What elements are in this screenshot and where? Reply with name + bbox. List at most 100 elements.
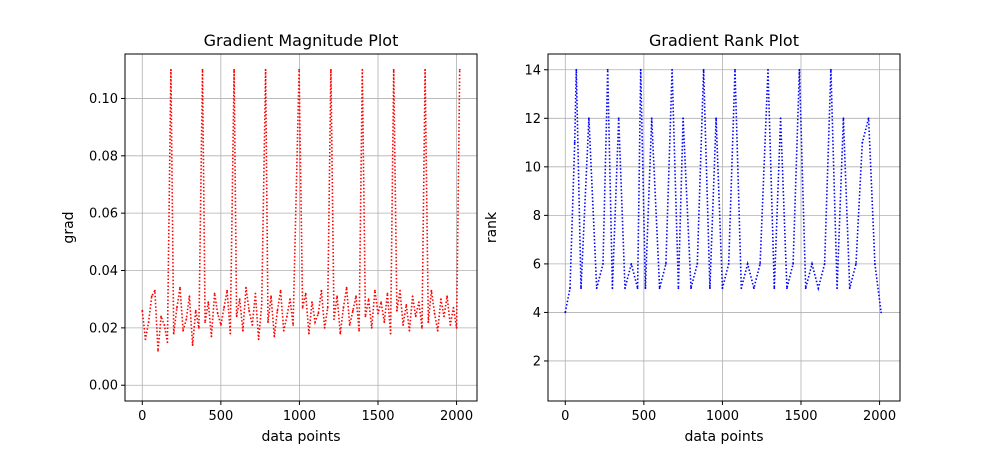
- data-point: [411, 295, 414, 298]
- data-point: [405, 304, 408, 306]
- data-point: [213, 292, 216, 295]
- data-point: [817, 287, 820, 290]
- data-point: [242, 329, 244, 332]
- data-point: [436, 329, 439, 332]
- y-tick-label: 0.06: [89, 207, 118, 222]
- x-tick-label: 0: [561, 409, 569, 424]
- data-point: [345, 286, 348, 289]
- data-point: [235, 315, 238, 318]
- data-point: [216, 312, 219, 315]
- data-point: [374, 289, 376, 292]
- data-point: [617, 117, 620, 120]
- data-point: [402, 324, 404, 326]
- data-point: [588, 117, 590, 120]
- data-point: [154, 289, 156, 292]
- x-tick-label: 2000: [863, 409, 896, 424]
- y-tick-label: 4: [533, 306, 541, 321]
- data-point: [220, 324, 222, 326]
- data-point: [690, 287, 692, 290]
- y-tick-label: 8: [533, 209, 541, 224]
- data-point: [157, 349, 159, 352]
- data-point: [671, 68, 673, 71]
- y-tick-label: 6: [533, 257, 541, 272]
- data-point: [399, 289, 401, 292]
- data-point: [443, 315, 445, 318]
- data-point: [260, 304, 263, 306]
- data-point: [207, 301, 210, 303]
- data-point: [773, 287, 776, 290]
- data-point: [636, 287, 639, 290]
- y-tick-label: 10: [524, 160, 541, 175]
- data-point: [172, 332, 175, 335]
- data-point: [286, 315, 288, 318]
- data-point: [580, 287, 582, 290]
- plot-frame: [547, 53, 901, 402]
- data-point: [342, 306, 345, 309]
- data-point: [573, 141, 576, 144]
- data-point: [163, 324, 166, 326]
- data-point: [427, 321, 430, 323]
- data-point: [630, 263, 633, 265]
- data-point: [767, 68, 769, 71]
- data-point: [658, 287, 661, 290]
- data-point: [842, 117, 845, 120]
- data-point: [304, 292, 307, 295]
- x-tick-label: 500: [631, 409, 656, 424]
- data-point: [452, 306, 455, 309]
- y-axis-label: grad: [61, 211, 77, 243]
- data-point: [257, 338, 260, 341]
- data-point: [160, 315, 163, 318]
- data-point: [223, 306, 225, 309]
- data-point: [753, 287, 755, 290]
- data-point: [361, 68, 364, 71]
- data-point: [170, 68, 172, 71]
- data-point: [201, 68, 204, 71]
- data-point: [414, 315, 417, 318]
- data-point: [317, 312, 320, 315]
- y-tick-label: 2: [533, 354, 541, 369]
- x-tick-label: 2000: [440, 409, 473, 424]
- data-point: [279, 289, 282, 292]
- data-point: [449, 324, 452, 326]
- data-point: [364, 315, 367, 318]
- data-point: [179, 286, 181, 289]
- data-point: [270, 295, 272, 298]
- data-point: [166, 341, 169, 344]
- data-point: [418, 301, 420, 303]
- data-point: [569, 287, 571, 290]
- x-tick-label: 500: [208, 409, 233, 424]
- data-point: [233, 68, 236, 71]
- data-point: [323, 327, 326, 329]
- data-point: [830, 68, 832, 71]
- data-point: [298, 68, 300, 71]
- data-point: [446, 295, 448, 298]
- data-point: [665, 263, 667, 265]
- data-point: [421, 327, 423, 329]
- data-point: [301, 306, 304, 309]
- data-point: [355, 295, 357, 298]
- data-point: [267, 321, 269, 323]
- data-point: [715, 117, 717, 120]
- y-tick-label: 0.10: [89, 92, 118, 107]
- data-point: [150, 295, 153, 298]
- data-point: [330, 68, 332, 71]
- data-point: [595, 287, 598, 290]
- data-point: [721, 287, 724, 290]
- data-point: [602, 263, 604, 265]
- data-point: [392, 68, 395, 71]
- data-point: [320, 289, 323, 292]
- data-point: [458, 68, 461, 71]
- data-point: [650, 117, 653, 120]
- data-point: [144, 338, 147, 341]
- data-point: [308, 332, 310, 335]
- data-point: [185, 318, 188, 321]
- data-point: [245, 286, 247, 289]
- gradient-magnitude-axes: 0 500 1000 1500 2000 0.00 0.02 0.04 0.06 0.08 0.10…: [61, 31, 478, 445]
- x-axis-label: data points: [685, 429, 764, 445]
- data-point: [367, 298, 370, 301]
- data-point: [880, 311, 882, 314]
- data-point: [639, 68, 642, 71]
- data-point: [740, 287, 743, 290]
- data-point: [606, 68, 609, 71]
- data-point: [383, 321, 386, 323]
